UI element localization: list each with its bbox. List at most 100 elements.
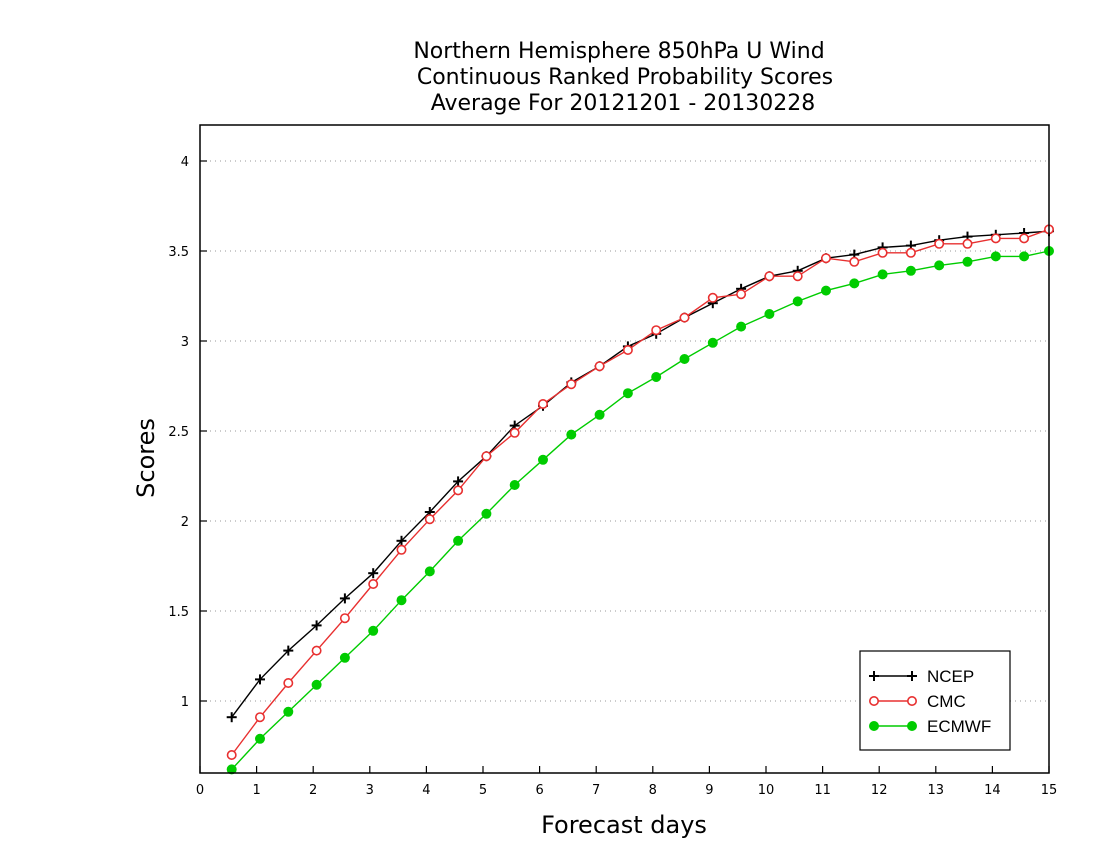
chart-title-line-2: Continuous Ranked Probability Scores: [417, 65, 833, 90]
data-point-cmc: [453, 485, 464, 496]
data-point-ecmwf: [792, 296, 803, 307]
data-point-ncep: [254, 674, 265, 685]
data-point-ecmwf: [990, 251, 1001, 262]
data-point-ecmwf: [764, 309, 775, 319]
data-point-cmc: [962, 238, 973, 249]
x-tick-label: 13: [928, 783, 945, 798]
data-point-cmc: [679, 312, 690, 323]
data-point-ecmwf: [537, 454, 548, 465]
x-tick-label: 14: [984, 783, 1001, 798]
data-point-cmc: [481, 451, 492, 462]
x-axis: 0 1 2 3 4 5 6 7 8 9 10 11 12 13 14 15: [196, 766, 1057, 798]
data-point-ncep: [283, 645, 294, 656]
legend-label-ncep: NCEP: [927, 667, 974, 686]
data-point-ecmwf: [707, 337, 718, 348]
data-point-ecmwf: [934, 260, 945, 271]
y-axis-label: Scores: [132, 418, 160, 498]
series-group: [226, 224, 1055, 775]
legend-label-ecmwf: ECMWF: [927, 717, 991, 736]
data-point-ecmwf: [905, 265, 916, 276]
legend-marker-cmc: [868, 695, 879, 706]
legend-item-ecmwf: ECMWF: [869, 717, 991, 736]
data-point-cmc: [877, 247, 888, 258]
x-tick-label: 2: [309, 783, 317, 798]
data-point-ncep: [453, 476, 464, 487]
legend-label-cmc: CMC: [927, 692, 966, 711]
data-point-ecmwf: [622, 388, 633, 399]
data-point-cmc: [934, 238, 945, 249]
chart-title: Northern Hemisphere 850hPa U Wind Contin…: [413, 39, 833, 116]
y-tick-label: 1.5: [168, 605, 189, 620]
series-cmc: [226, 224, 1055, 760]
data-point-ecmwf: [736, 321, 747, 332]
data-point-cmc: [254, 712, 265, 723]
y-tick-label: 1: [181, 695, 189, 710]
chart-title-line-3: Average For 20121201 - 20130228: [431, 91, 816, 116]
data-point-ecmwf: [509, 480, 520, 490]
data-point-ecmwf: [226, 764, 237, 775]
x-tick-label: 5: [479, 783, 487, 798]
grid: [200, 160, 1049, 702]
legend: NCEP CMC ECMWF: [859, 650, 1011, 751]
x-tick-label: 3: [366, 783, 374, 798]
data-point-cmc: [537, 398, 548, 409]
plot-frame: [199, 124, 1050, 774]
data-point-ecmwf: [679, 354, 690, 364]
data-point-cmc: [226, 749, 237, 760]
data-point-cmc: [736, 289, 747, 300]
series-ncep: [226, 226, 1054, 723]
data-point-cmc: [594, 361, 605, 372]
data-point-ecmwf: [453, 535, 464, 546]
data-point-cmc: [622, 344, 633, 355]
data-point-ecmwf: [1019, 251, 1030, 262]
data-point-ecmwf: [849, 278, 860, 289]
data-point-ncep: [311, 620, 322, 631]
data-point-cmc: [283, 677, 294, 688]
data-point-cmc: [311, 645, 322, 656]
data-point-cmc: [849, 256, 860, 267]
data-point-ecmwf: [368, 625, 379, 636]
data-point-cmc: [792, 271, 803, 282]
data-point-ecmwf: [877, 269, 888, 280]
series-line-ncep: [231, 230, 1050, 718]
y-tick-label: 2.5: [168, 425, 189, 440]
data-point-ecmwf: [424, 566, 435, 577]
data-point-ecmwf: [254, 733, 265, 744]
data-point-ecmwf: [651, 372, 662, 382]
data-point-cmc: [764, 271, 775, 282]
x-tick-label: 11: [814, 783, 831, 798]
x-tick-label: 7: [592, 783, 600, 798]
data-point-ecmwf: [481, 508, 492, 519]
x-tick-label: 1: [252, 783, 260, 798]
data-point-cmc: [424, 514, 435, 525]
data-point-ncep: [368, 568, 379, 579]
data-point-ecmwf: [339, 652, 350, 663]
x-tick-label: 4: [422, 783, 430, 798]
data-point-ecmwf: [396, 595, 407, 606]
data-point-cmc: [707, 292, 718, 303]
data-point-cmc: [509, 427, 520, 438]
data-point-cmc: [651, 325, 662, 336]
data-point-ncep: [339, 593, 350, 604]
legend-marker-cmc: [906, 695, 917, 706]
y-tick-label: 2: [181, 515, 189, 530]
legend-item-cmc: CMC: [868, 692, 966, 711]
data-point-cmc: [1019, 233, 1030, 244]
legend-item-ncep: NCEP: [869, 667, 974, 686]
data-point-cmc: [396, 544, 407, 555]
legend-marker-ecmwf: [869, 721, 879, 731]
data-point-cmc: [990, 233, 1001, 244]
data-point-ecmwf: [594, 409, 605, 420]
series-ecmwf: [226, 246, 1054, 775]
data-point-cmc: [368, 578, 379, 589]
x-tick-label: 6: [535, 783, 543, 798]
y-tick-label: 3: [181, 335, 189, 350]
x-tick-label: 12: [871, 783, 888, 798]
x-axis-label: Forecast days: [541, 811, 707, 839]
chart-title-line-1: Northern Hemisphere 850hPa U Wind: [413, 39, 824, 64]
x-tick-label: 0: [196, 783, 204, 798]
legend-marker-ncep: [869, 671, 879, 681]
data-point-cmc: [339, 613, 350, 624]
x-tick-label: 15: [1041, 783, 1058, 798]
